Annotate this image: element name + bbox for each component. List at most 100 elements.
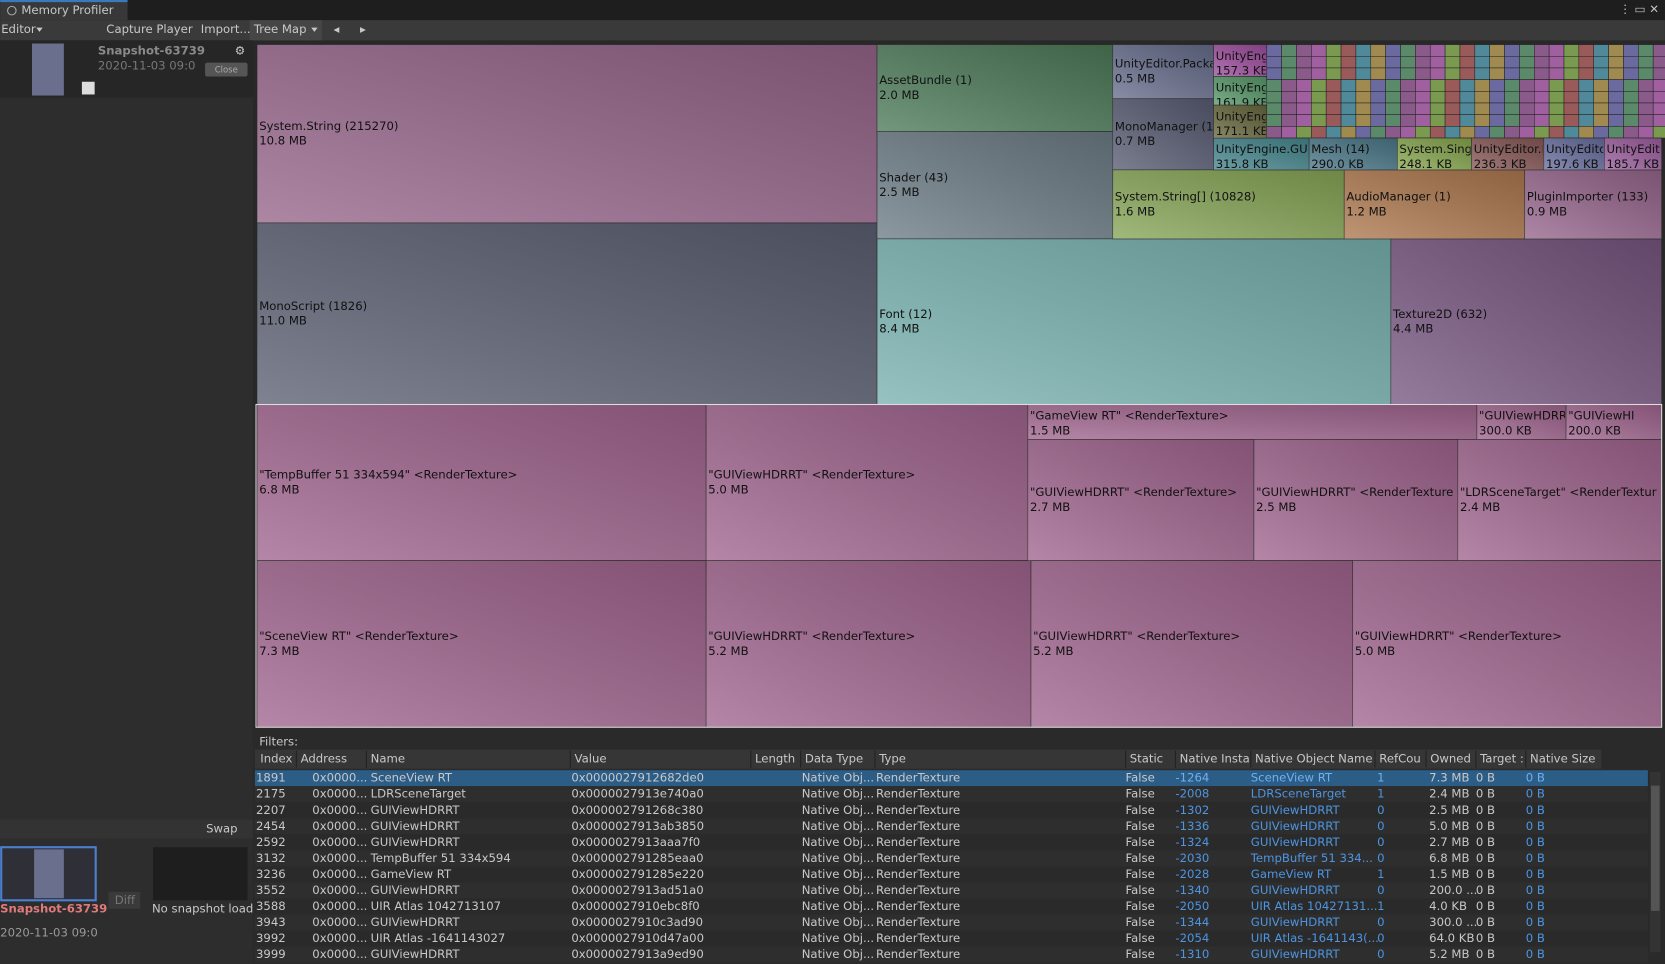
treemap-small-cell[interactable] xyxy=(1519,56,1535,69)
treemap-small-cell[interactable] xyxy=(1281,102,1297,115)
treemap-small-cell[interactable] xyxy=(1281,67,1297,80)
treemap-small-cell[interactable] xyxy=(1578,114,1594,127)
treemap-small-cell[interactable] xyxy=(1355,91,1372,104)
treemap-small-cell[interactable] xyxy=(1459,56,1476,69)
column-header[interactable]: RefCou xyxy=(1379,752,1421,766)
treemap-small-cell[interactable] xyxy=(1519,114,1535,127)
treemap-small-cell[interactable] xyxy=(1489,126,1505,139)
treemap-small-cell[interactable] xyxy=(1370,102,1386,115)
treemap-small-cell[interactable] xyxy=(1385,67,1401,80)
treemap-small-cell[interactable] xyxy=(1415,67,1431,80)
treemap-small-cell[interactable] xyxy=(1415,91,1431,104)
treemap-small-cell[interactable] xyxy=(1548,67,1565,80)
treemap-small-cell[interactable] xyxy=(1504,56,1520,69)
treemap-small-cell[interactable] xyxy=(1400,79,1416,92)
treemap-small-cell[interactable] xyxy=(1266,44,1282,57)
treemap-small-cell[interactable] xyxy=(1266,114,1282,127)
treemap-small-cell[interactable] xyxy=(1355,56,1372,69)
treemap-small-cell[interactable] xyxy=(1429,114,1446,127)
treemap-small-cell[interactable] xyxy=(1355,102,1372,115)
treemap-small-cell[interactable] xyxy=(1296,67,1312,80)
treemap-small-cell[interactable] xyxy=(1638,91,1654,104)
treemap-small-cell[interactable] xyxy=(1370,91,1386,104)
treemap-small-cell[interactable] xyxy=(1504,79,1520,92)
treemap-small-cell[interactable] xyxy=(1652,67,1665,80)
treemap-small-cell[interactable] xyxy=(1400,126,1416,139)
cell-native-name[interactable]: SceneView RT xyxy=(1251,771,1333,785)
treemap-small-cell[interactable] xyxy=(1563,67,1580,80)
treemap-small-cell[interactable] xyxy=(1296,114,1312,127)
treemap-small-cell[interactable] xyxy=(1504,102,1520,115)
treemap-small-cell[interactable] xyxy=(1548,79,1565,92)
column-header[interactable]: Owned xyxy=(1430,752,1471,766)
treemap-small-cell[interactable] xyxy=(1623,114,1639,127)
treemap-small-cell[interactable] xyxy=(1296,56,1312,69)
treemap-small-cell[interactable] xyxy=(1311,79,1327,92)
treemap-small-cell[interactable] xyxy=(1385,91,1401,104)
treemap-small-cell[interactable] xyxy=(1400,67,1416,80)
cell-refcount[interactable]: 1 xyxy=(1377,899,1384,913)
treemap-small-cell[interactable] xyxy=(1489,44,1505,57)
cell-native-instance[interactable]: -1344 xyxy=(1175,915,1209,929)
treemap-small-cell[interactable] xyxy=(1444,56,1461,69)
treemap-small-cell[interactable] xyxy=(1400,114,1416,127)
column-header[interactable]: Native Object Name xyxy=(1255,752,1373,766)
treemap-small-cell[interactable] xyxy=(1608,102,1624,115)
treemap-small-cell[interactable] xyxy=(1459,102,1476,115)
cell-native-name[interactable]: GUIViewHDRRT xyxy=(1251,883,1341,897)
treemap-small-cell[interactable] xyxy=(1311,44,1327,57)
treemap-small-cell[interactable] xyxy=(1593,126,1609,139)
treemap-small-cell[interactable] xyxy=(1504,67,1520,80)
treemap-small-cell[interactable] xyxy=(1474,56,1490,69)
cell-native-size[interactable]: 0 B xyxy=(1526,835,1545,849)
treemap-small-cell[interactable] xyxy=(1311,126,1327,139)
cell-native-size[interactable]: 0 B xyxy=(1526,883,1545,897)
treemap-small-cell[interactable] xyxy=(1266,79,1282,92)
view-dropdown[interactable]: Tree Map xyxy=(253,22,307,36)
treemap-small-cell[interactable] xyxy=(1534,56,1550,69)
cell-refcount[interactable]: 0 xyxy=(1377,915,1384,929)
treemap-small-cell[interactable] xyxy=(1578,79,1594,92)
cell-native-size[interactable]: 0 B xyxy=(1526,819,1545,833)
treemap-small-cell[interactable] xyxy=(1385,56,1401,69)
treemap-small-cell[interactable] xyxy=(1548,91,1565,104)
treemap-small-cell[interactable] xyxy=(1325,67,1342,80)
treemap-small-cell[interactable] xyxy=(1296,79,1312,92)
treemap-small-cell[interactable] xyxy=(1340,56,1357,69)
cell-native-size[interactable]: 0 B xyxy=(1526,947,1545,961)
diff-button[interactable]: Diff xyxy=(115,893,136,907)
treemap-small-cell[interactable] xyxy=(1519,67,1535,80)
cell-native-name[interactable]: GameView RT xyxy=(1251,867,1332,881)
treemap-small-cell[interactable] xyxy=(1593,102,1609,115)
treemap-small-cell[interactable] xyxy=(1652,114,1665,127)
cell-native-instance[interactable]: -2050 xyxy=(1175,899,1209,913)
treemap-small-cell[interactable] xyxy=(1400,44,1416,57)
treemap-small-cell[interactable] xyxy=(1296,102,1312,115)
treemap-small-cell[interactable] xyxy=(1638,44,1654,57)
capture-button[interactable]: Capture Player xyxy=(106,22,193,36)
treemap-small-cell[interactable] xyxy=(1504,114,1520,127)
treemap-small-cell[interactable] xyxy=(1563,91,1580,104)
treemap-small-cell[interactable] xyxy=(1281,56,1297,69)
treemap-small-cell[interactable] xyxy=(1325,114,1342,127)
treemap-small-cell[interactable] xyxy=(1578,67,1594,80)
treemap-small-cell[interactable] xyxy=(1534,114,1550,127)
treemap-small-cell[interactable] xyxy=(1281,114,1297,127)
cell-native-size[interactable]: 0 B xyxy=(1526,771,1545,785)
treemap-small-cell[interactable] xyxy=(1593,79,1609,92)
treemap-small-cell[interactable] xyxy=(1474,44,1490,57)
treemap-small-cell[interactable] xyxy=(1444,126,1461,139)
cell-refcount[interactable]: 0 xyxy=(1377,803,1384,817)
treemap-small-cell[interactable] xyxy=(1311,102,1327,115)
treemap-small-cell[interactable] xyxy=(1415,44,1431,57)
back-button[interactable]: ◂ xyxy=(334,22,340,36)
cell-native-size[interactable]: 0 B xyxy=(1526,851,1545,865)
treemap-small-cell[interactable] xyxy=(1474,91,1490,104)
treemap-small-cell[interactable] xyxy=(1623,102,1639,115)
treemap-small-cell[interactable] xyxy=(1474,114,1490,127)
cell-native-name[interactable]: GUIViewHDRRT xyxy=(1251,819,1341,833)
treemap-small-cell[interactable] xyxy=(1548,56,1565,69)
treemap-small-cell[interactable] xyxy=(1311,114,1327,127)
import-button[interactable]: Import... xyxy=(201,22,251,36)
treemap-small-cell[interactable] xyxy=(1638,126,1654,139)
